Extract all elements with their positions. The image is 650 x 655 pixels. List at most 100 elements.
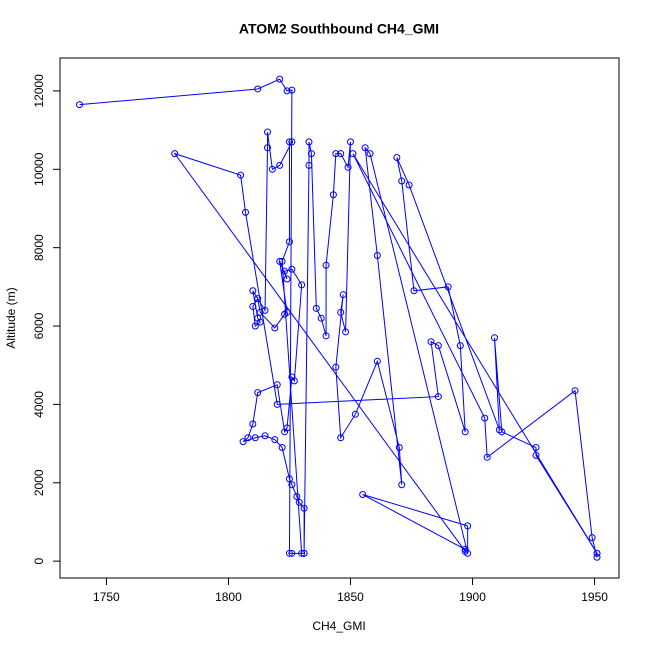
data-point [393, 154, 401, 162]
data-point [339, 291, 347, 299]
data-point [332, 363, 340, 371]
x-tick-label: 1950 [581, 590, 608, 604]
data-point [285, 475, 293, 483]
data-point [300, 549, 308, 557]
data-point [249, 420, 257, 428]
y-tick-label: 4000 [32, 391, 46, 418]
data-point [305, 138, 313, 146]
data-point [281, 267, 289, 275]
data-point [298, 549, 306, 557]
x-tick-label: 1800 [215, 590, 242, 604]
data-point [373, 357, 381, 365]
data-point [251, 434, 259, 442]
data-point [254, 389, 262, 397]
data-point [288, 549, 296, 557]
x-tick-label: 1900 [459, 590, 486, 604]
data-point [317, 314, 325, 322]
y-tick-label: 8000 [32, 234, 46, 261]
data-point [298, 281, 306, 289]
data-point [456, 342, 464, 350]
data-point [434, 393, 442, 401]
data-point [398, 481, 406, 489]
data-point [366, 150, 374, 158]
data-line [79, 78, 598, 558]
data-point [283, 87, 291, 95]
data-point [498, 428, 506, 436]
data-point [285, 138, 293, 146]
data-point [322, 261, 330, 269]
data-point [290, 377, 298, 385]
data-point [305, 161, 313, 169]
data-point [337, 308, 345, 316]
data-point [288, 138, 296, 146]
data-point [271, 436, 279, 444]
data-point [288, 86, 296, 94]
data-point [263, 144, 271, 152]
data-point [283, 424, 291, 432]
data-point [410, 287, 418, 295]
data-point [344, 163, 352, 171]
data-point [295, 498, 303, 506]
data-point [285, 238, 293, 246]
data-point [322, 332, 330, 340]
x-axis-label: CH4_GMI [312, 619, 365, 633]
data-point [359, 491, 367, 499]
data-point [171, 150, 179, 158]
data-point [261, 306, 269, 314]
data-point [249, 302, 257, 310]
data-point [293, 492, 301, 500]
y-tick-label: 12000 [32, 74, 46, 108]
x-tick-label: 1850 [337, 590, 364, 604]
data-point [346, 138, 354, 146]
y-axis-label: Altitude (m) [4, 287, 18, 348]
chart-title: ATOM2 Southbound CH4_GMI [239, 21, 439, 37]
data-point [427, 338, 435, 346]
data-point [593, 549, 601, 557]
y-tick-label: 0 [32, 557, 46, 564]
data-point [395, 444, 403, 452]
data-point [263, 128, 271, 136]
data-point [351, 410, 359, 418]
data-point [571, 387, 579, 395]
data-point [273, 400, 281, 408]
data-point [434, 342, 442, 350]
data-point [464, 522, 472, 530]
data-point [444, 283, 452, 291]
data-point [532, 451, 540, 459]
data-point [242, 208, 250, 216]
data-point [261, 432, 269, 440]
data-point [254, 314, 262, 322]
data-point [237, 171, 245, 179]
data-point [276, 161, 284, 169]
data-point [332, 150, 340, 158]
data-point [254, 85, 262, 93]
data-point [273, 381, 281, 389]
data-point [398, 177, 406, 185]
data-point [300, 504, 308, 512]
data-point [276, 75, 284, 83]
data-point [337, 150, 345, 158]
data-point [593, 553, 601, 561]
data-point [288, 481, 296, 489]
data-point [251, 322, 259, 330]
data-point [278, 444, 286, 452]
data-point [254, 295, 262, 303]
data-point [283, 275, 291, 283]
data-point [491, 334, 499, 342]
plot-frame [59, 57, 620, 579]
data-point [281, 310, 289, 318]
x-tick-label: 1750 [93, 590, 120, 604]
data-point [342, 328, 350, 336]
y-tick-label: 2000 [32, 469, 46, 496]
data-point [285, 549, 293, 557]
data-point [461, 545, 469, 553]
data-point [329, 191, 337, 199]
data-point [337, 434, 345, 442]
data-point [361, 144, 369, 152]
data-point [239, 438, 247, 446]
data-point [76, 101, 84, 109]
y-tick-label: 10000 [32, 152, 46, 186]
data-point [461, 428, 469, 436]
data-point [349, 150, 357, 158]
